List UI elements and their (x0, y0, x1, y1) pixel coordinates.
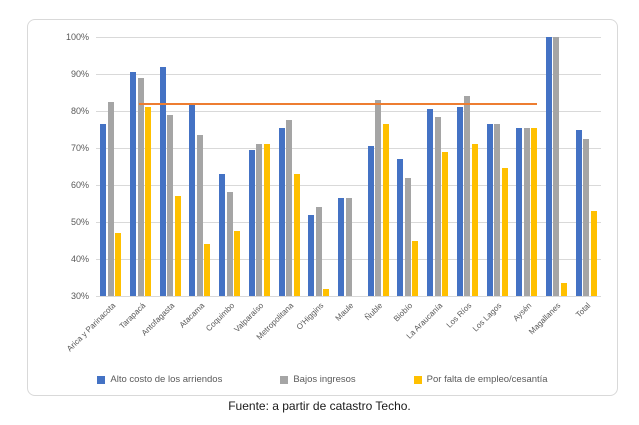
legend-swatch-icon (280, 375, 289, 384)
bar (545, 37, 552, 296)
bar (367, 146, 374, 296)
bar (338, 197, 344, 296)
bar (553, 37, 560, 296)
bar (456, 107, 463, 296)
bar (404, 177, 411, 296)
bar (315, 207, 322, 296)
bar (107, 101, 114, 296)
bar (293, 173, 300, 296)
bar (115, 233, 122, 296)
bar (234, 231, 241, 296)
bar (256, 144, 263, 296)
bar (397, 159, 404, 296)
source-caption: Fuente: a partir de catastro Techo. (228, 399, 411, 413)
y-axis-tick-label: 90% (70, 68, 89, 79)
gridline (96, 148, 601, 149)
y-axis-tick-label: 100% (65, 31, 89, 42)
bar (308, 214, 315, 296)
bar (263, 144, 270, 296)
bar (375, 99, 382, 296)
bar (323, 288, 330, 296)
bar (442, 151, 449, 296)
bar (286, 120, 293, 296)
bar (434, 116, 441, 296)
bar (167, 114, 174, 296)
bar (501, 168, 508, 296)
bar (523, 127, 530, 296)
bar (145, 107, 152, 296)
bar (575, 129, 582, 296)
legend-item: Por falta de empleo/cesantía (413, 374, 548, 385)
legend-swatch-icon (413, 375, 422, 384)
legend-swatch-icon (97, 375, 106, 384)
bar (248, 149, 255, 296)
bar (494, 123, 501, 296)
bar (382, 123, 389, 296)
legend-item: Bajos ingresos (280, 374, 356, 385)
bar (100, 123, 107, 296)
legend-item: Alto costo de los arriendos (97, 374, 222, 385)
y-axis-tick-label: 80% (70, 105, 89, 116)
bar (130, 72, 137, 296)
legend-label: Bajos ingresos (293, 374, 356, 385)
chart-frame: 100% 90% 80% 70% 60% 50% 40% 30% Arica y Parina… (27, 19, 618, 396)
y-axis-tick-label: 70% (70, 142, 89, 153)
bar (486, 123, 493, 296)
legend-label: Por falta de empleo/cesantía (426, 374, 548, 385)
legend: Alto costo de los arriendos Bajos ingreso… (28, 374, 617, 385)
bar (278, 127, 285, 296)
bar (137, 77, 144, 296)
bar (226, 192, 233, 296)
bar (345, 197, 352, 296)
bar (189, 103, 196, 296)
gridline (96, 185, 601, 186)
bar (516, 127, 523, 296)
bar (531, 127, 538, 296)
bar (219, 173, 226, 296)
bar (471, 144, 478, 296)
y-axis-tick-label: 30% (70, 290, 89, 301)
y-axis-tick-label: 50% (70, 216, 89, 227)
y-axis-tick-label: 60% (70, 179, 89, 190)
legend-label: Alto costo de los arriendos (110, 374, 223, 385)
bar (204, 244, 211, 296)
bar (196, 135, 203, 296)
bar (590, 210, 597, 296)
gridline (96, 111, 601, 112)
y-axis-tick-label: 40% (70, 253, 89, 264)
gridline (96, 296, 601, 297)
bar (464, 96, 471, 296)
gridline (96, 37, 601, 38)
x-axis-labels: Arica y Parinacota Tarapacá Antofagasta Ata… (65, 297, 601, 375)
bar (583, 138, 590, 296)
plot-area (96, 37, 601, 297)
bar (412, 240, 419, 296)
bar (174, 196, 181, 296)
reference-line (138, 102, 537, 105)
y-axis-labels: 100% 90% 80% 70% 60% 50% 40% 30% (28, 32, 89, 301)
gridline (96, 74, 601, 75)
bar (159, 66, 166, 296)
bar (427, 109, 434, 296)
bar (560, 283, 567, 296)
